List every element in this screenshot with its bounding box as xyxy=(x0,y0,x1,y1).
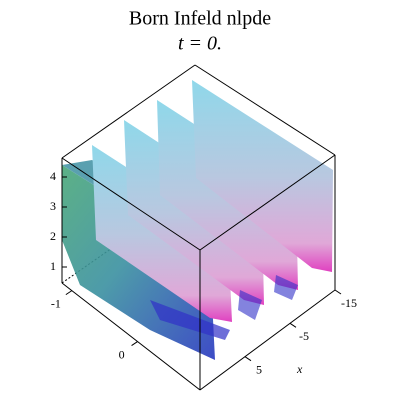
chart-subtitle: t = 0. xyxy=(178,33,222,55)
y-tick xyxy=(65,290,73,296)
y-tick-label: -1 xyxy=(51,296,61,310)
x-tick-label: -5 xyxy=(299,329,309,343)
surface xyxy=(62,80,333,360)
x-tick xyxy=(244,356,252,362)
x-tick-label: -15 xyxy=(341,296,357,310)
z-tick-label: 3 xyxy=(50,199,56,213)
x-axis-label: x xyxy=(296,362,303,376)
chart-title: Born Infeld nlpde xyxy=(129,8,271,30)
z-tick-label: 2 xyxy=(50,229,56,243)
z-tick-label: 1 xyxy=(50,259,56,273)
x-tick xyxy=(289,322,297,328)
y-tick xyxy=(131,341,138,347)
x-tick-label: 5 xyxy=(256,362,262,376)
y-tick-label: 0 xyxy=(119,347,125,361)
box-front xyxy=(61,154,336,391)
x-tick xyxy=(334,289,342,295)
z-tick-label: 4 xyxy=(50,169,56,183)
